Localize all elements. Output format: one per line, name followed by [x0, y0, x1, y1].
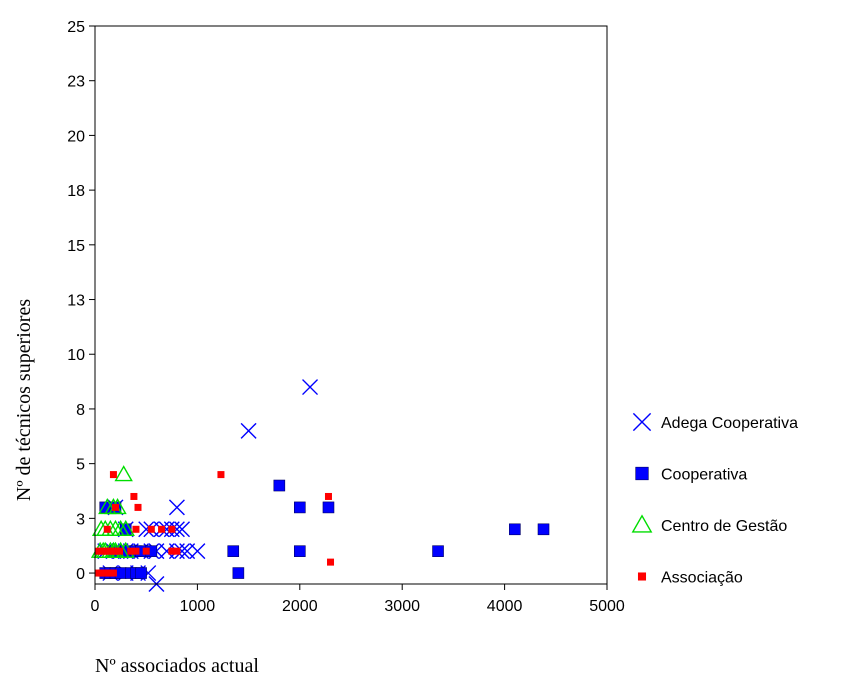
- y-tick-label: 25: [67, 19, 85, 36]
- data-point: [168, 499, 185, 516]
- legend-label: Adega Cooperativa: [661, 415, 798, 432]
- data-point: [132, 525, 140, 533]
- legend-marker: [631, 514, 653, 533]
- data-point: [134, 503, 142, 511]
- data-point: [109, 569, 117, 577]
- data-point: [138, 521, 155, 538]
- legend-marker: [635, 466, 649, 481]
- data-point: [109, 471, 117, 479]
- data-point: [302, 379, 319, 396]
- x-tick-label: 3000: [384, 598, 420, 615]
- data-point: [174, 543, 191, 560]
- y-axis-title: Nº de técnicos superiores: [13, 299, 35, 501]
- y-tick-label: 0: [76, 566, 85, 583]
- data-point: [147, 525, 155, 533]
- data-point: [174, 521, 191, 538]
- data-point: [327, 558, 335, 566]
- data-point: [293, 545, 306, 557]
- data-point: [432, 545, 444, 557]
- legend-label: Cooperativa: [661, 467, 747, 484]
- plot-area-frame: [94, 25, 608, 585]
- data-point: [158, 525, 166, 533]
- y-tick-label: 13: [67, 293, 85, 310]
- y-tick-label: 8: [76, 402, 85, 419]
- x-tick-label: 5000: [589, 598, 625, 615]
- x-axis-title: Nº associados actual: [95, 655, 259, 677]
- data-point: [232, 567, 245, 579]
- legend-label: Associação: [661, 570, 743, 587]
- y-tick-label: 10: [67, 347, 85, 364]
- x-tick-label: 4000: [487, 598, 523, 615]
- series-small-square: [94, 471, 335, 577]
- x-tick-label: 0: [91, 598, 100, 615]
- y-axis-ticks: 0 3 5 8 10 13 15 18 20 23 25: [67, 19, 95, 583]
- data-point: [135, 567, 147, 579]
- data-point: [103, 525, 111, 533]
- x-tick-label: 2000: [282, 598, 318, 615]
- data-point: [168, 525, 176, 533]
- data-point: [127, 547, 135, 555]
- data-point: [168, 521, 185, 538]
- data-point: [116, 519, 135, 536]
- x-axis-ticks: 0 1000 2000 3000 4000 5000: [91, 584, 625, 615]
- y-tick-label: 15: [67, 238, 85, 255]
- data-point: [189, 543, 206, 560]
- legend-marker: [632, 412, 652, 432]
- data-point: [173, 547, 181, 555]
- legend-label: Centro de Gestão: [661, 518, 787, 535]
- x-tick-label: 1000: [180, 598, 216, 615]
- data-point: [240, 422, 257, 439]
- data-point: [132, 547, 140, 555]
- y-tick-label: 5: [76, 457, 85, 474]
- data-point: [324, 492, 332, 500]
- y-tick-label: 18: [67, 183, 85, 200]
- data-point: [293, 501, 306, 514]
- data-point: [168, 547, 176, 555]
- data-point: [111, 503, 119, 511]
- data-point: [130, 492, 138, 500]
- data-point: [322, 501, 335, 514]
- data-points: [90, 379, 550, 592]
- data-point: [273, 479, 286, 492]
- y-tick-label: 3: [76, 511, 85, 528]
- data-point: [227, 545, 240, 557]
- data-point: [217, 471, 225, 479]
- data-point: [537, 523, 550, 536]
- data-point: [509, 523, 521, 536]
- legend: Adega Cooperativa Cooperativa Centro de Ge…: [631, 412, 798, 587]
- y-tick-label: 20: [67, 128, 85, 145]
- y-tick-label: 23: [67, 74, 85, 91]
- data-point: [116, 547, 124, 555]
- data-point: [114, 465, 133, 482]
- legend-marker: [637, 572, 647, 581]
- data-point: [142, 547, 150, 555]
